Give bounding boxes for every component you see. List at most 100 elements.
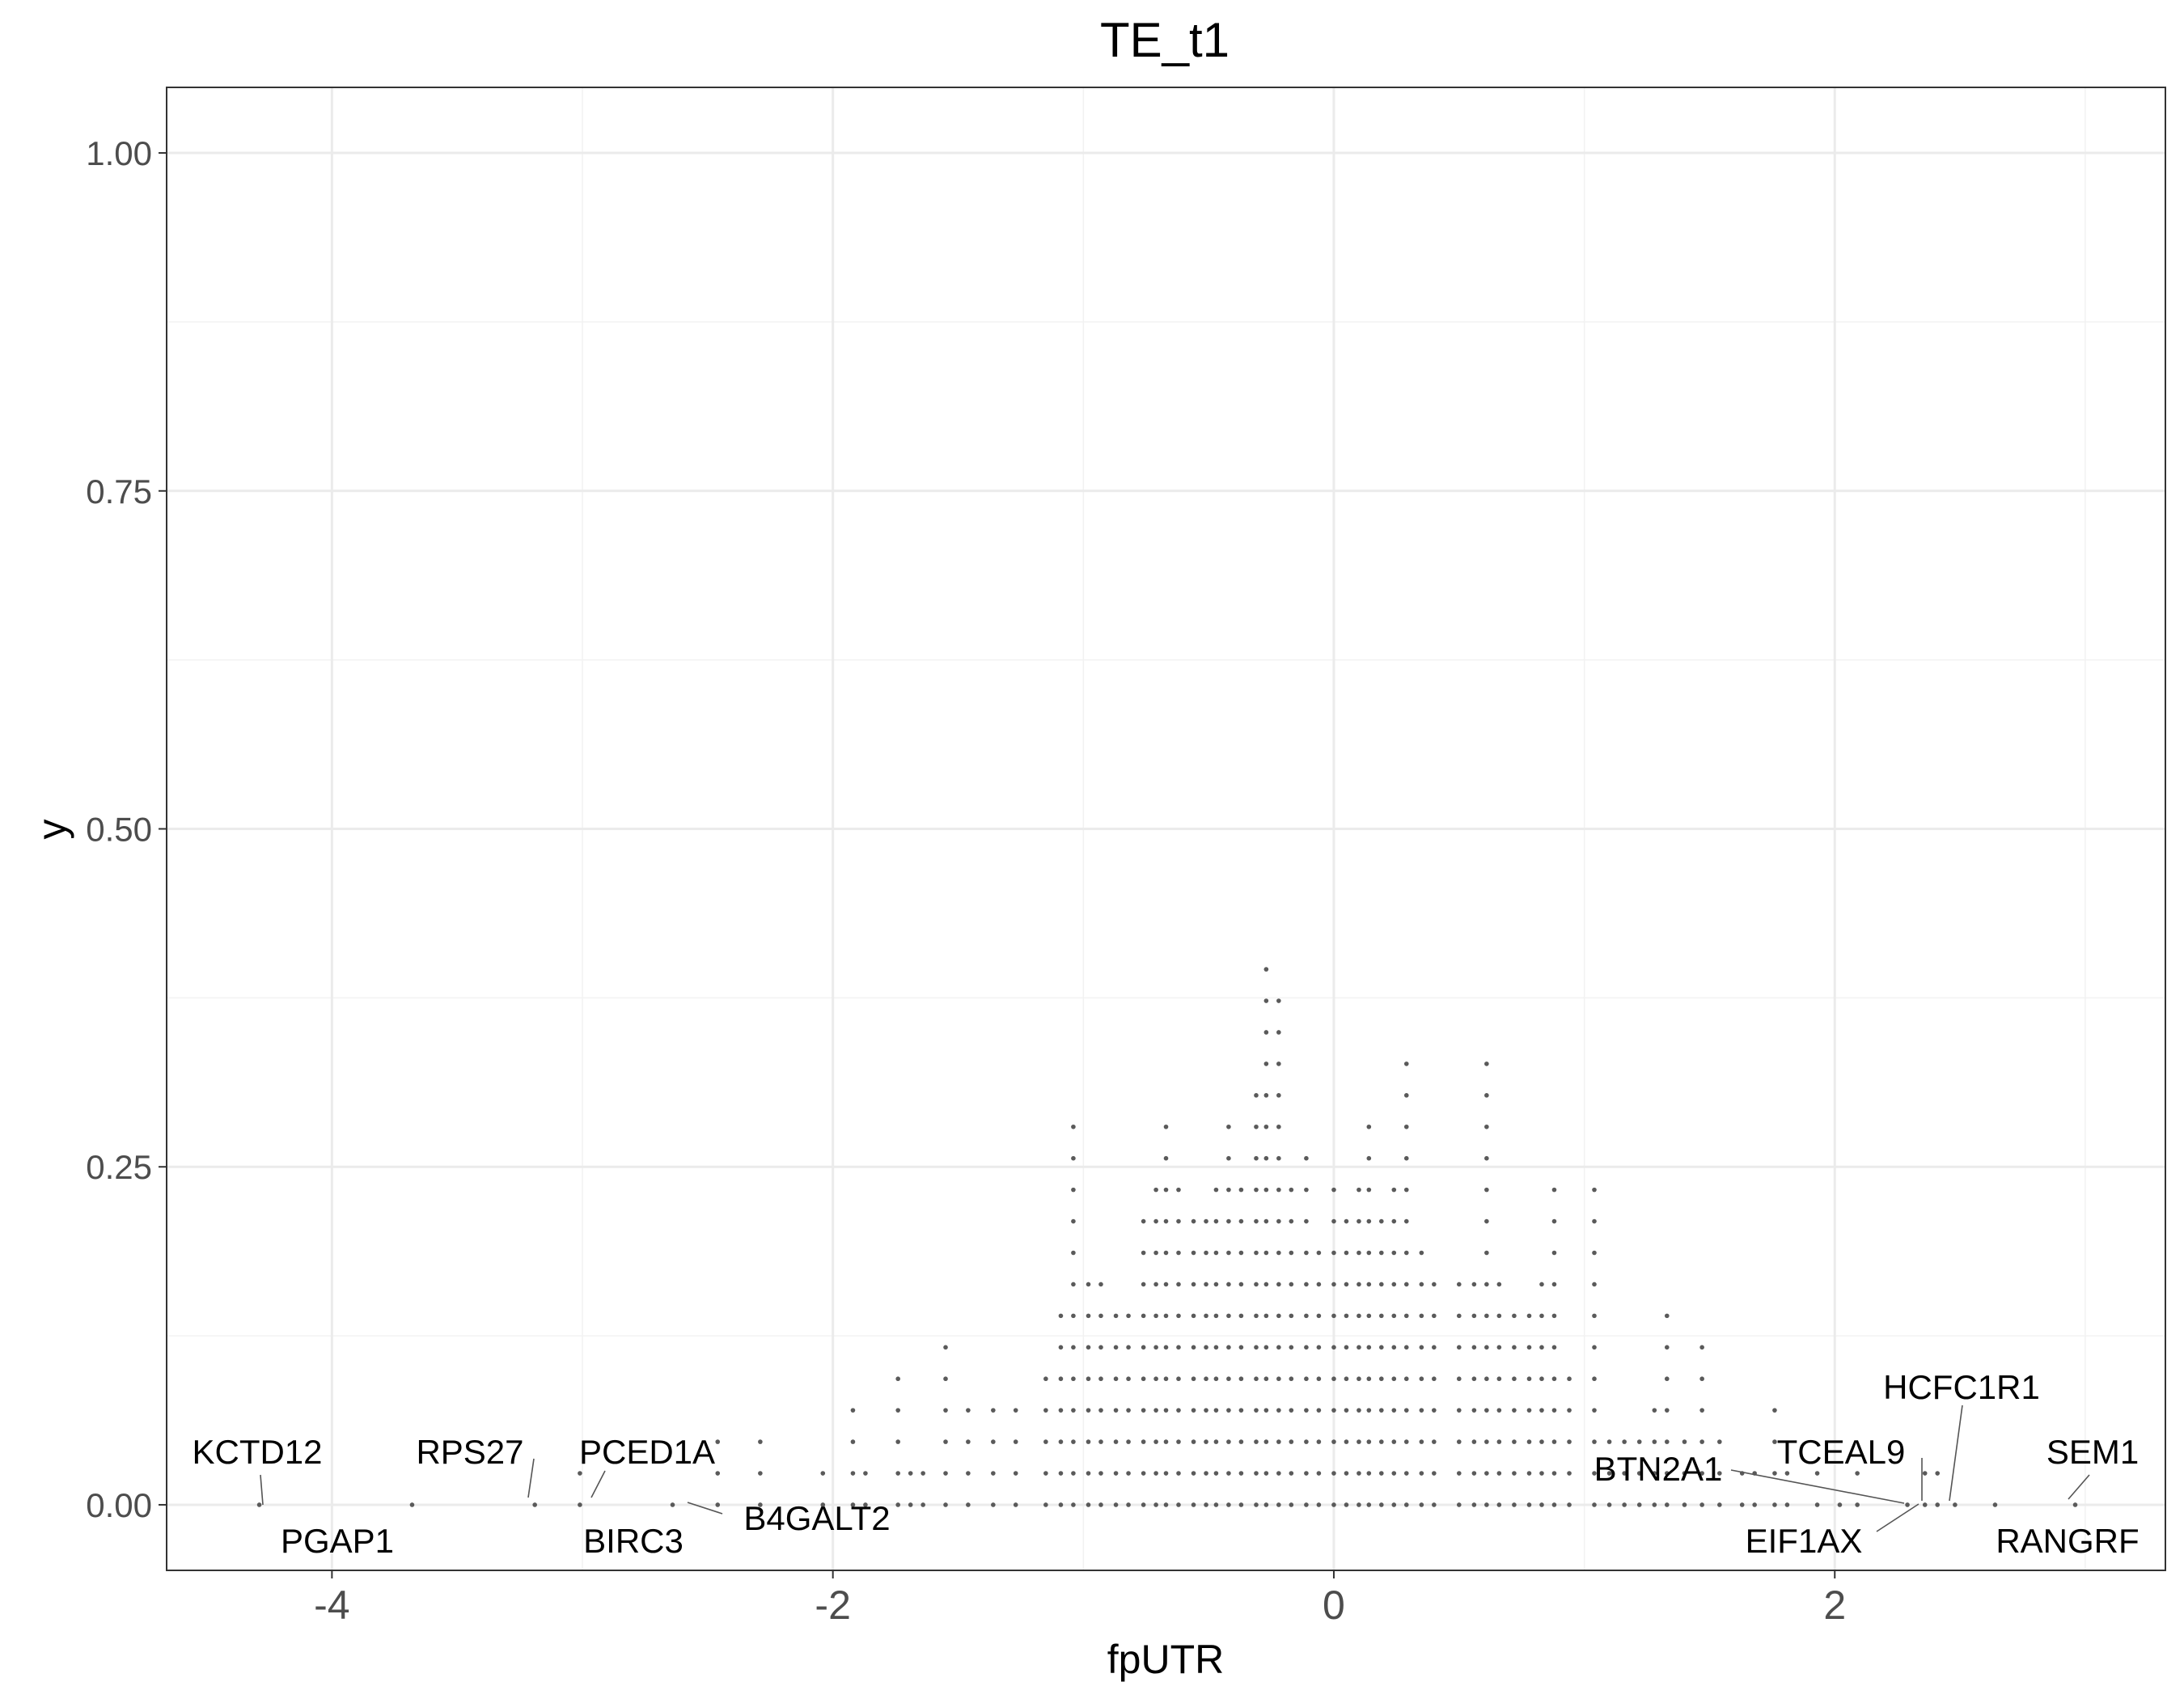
data-point (1191, 1313, 1196, 1319)
data-point (1391, 1218, 1397, 1224)
data-point (1484, 1376, 1489, 1382)
data-point (1163, 1282, 1169, 1287)
data-point (1276, 1061, 1281, 1066)
data-point (966, 1502, 971, 1507)
data-point (1086, 1376, 1091, 1382)
data-point (1526, 1345, 1532, 1350)
data-point (1276, 1250, 1281, 1256)
data-point (1592, 1313, 1597, 1319)
data-point (1213, 1471, 1219, 1476)
gene-label: BIRC3 (583, 1522, 684, 1560)
data-point (1331, 1439, 1336, 1444)
data-point (1071, 1155, 1076, 1161)
data-point (1071, 1471, 1076, 1476)
data-point (1141, 1439, 1146, 1444)
data-point (1226, 1376, 1231, 1382)
data-point (1238, 1439, 1244, 1444)
data-point (1551, 1250, 1557, 1256)
data-point (1013, 1502, 1018, 1507)
data-point (1238, 1313, 1244, 1319)
data-point (1512, 1376, 1517, 1382)
data-point (1141, 1408, 1146, 1413)
data-point (1922, 1502, 1928, 1507)
data-point (895, 1439, 900, 1444)
data-point (1289, 1345, 1294, 1350)
data-point (1254, 1187, 1259, 1193)
gene-label: RANGRF (1996, 1522, 2139, 1560)
data-point (863, 1502, 868, 1507)
data-point (1432, 1439, 1437, 1444)
data-point (966, 1408, 971, 1413)
data-point (758, 1439, 763, 1444)
data-point (1391, 1187, 1397, 1193)
data-point (1366, 1218, 1372, 1224)
data-point (1664, 1502, 1670, 1507)
data-point (1432, 1502, 1437, 1507)
data-point (1204, 1376, 1208, 1382)
data-point (1071, 1502, 1076, 1507)
data-point (921, 1471, 925, 1476)
data-point (1403, 1124, 1409, 1129)
data-point (1592, 1439, 1597, 1444)
data-point (1153, 1313, 1158, 1319)
data-point (1191, 1282, 1196, 1287)
data-point (1378, 1376, 1384, 1382)
data-point (1471, 1471, 1477, 1476)
data-point (1163, 1502, 1169, 1507)
data-point (1176, 1345, 1181, 1350)
gene-label: KCTD12 (192, 1433, 322, 1471)
data-point (1163, 1471, 1169, 1476)
data-point (1622, 1502, 1627, 1507)
data-point (1263, 967, 1269, 972)
data-point (1992, 1502, 1998, 1507)
data-point (1512, 1502, 1517, 1507)
data-point (1567, 1471, 1572, 1476)
data-point (1289, 1313, 1294, 1319)
data-point (1471, 1313, 1477, 1319)
data-point (1419, 1282, 1424, 1287)
data-point (1304, 1439, 1309, 1444)
data-point (1263, 1061, 1269, 1066)
data-point (1391, 1250, 1397, 1256)
data-point (1238, 1471, 1244, 1476)
data-point (1316, 1250, 1322, 1256)
data-point (1636, 1471, 1642, 1476)
data-point (1512, 1408, 1517, 1413)
data-point (1378, 1282, 1384, 1287)
data-point (1772, 1502, 1777, 1507)
data-point (1664, 1439, 1670, 1444)
data-point (1419, 1471, 1424, 1476)
data-point (1226, 1502, 1231, 1507)
data-point (1551, 1282, 1557, 1287)
data-point (1526, 1502, 1532, 1507)
data-point (1276, 998, 1281, 1003)
data-point (1344, 1250, 1349, 1256)
data-point (1204, 1345, 1208, 1350)
data-point (1289, 1218, 1294, 1224)
data-point (1238, 1376, 1244, 1382)
data-point (1526, 1408, 1532, 1413)
data-point (1226, 1250, 1231, 1256)
data-point (1331, 1250, 1336, 1256)
data-point (1254, 1345, 1259, 1350)
data-point (1254, 1282, 1259, 1287)
data-point (991, 1439, 996, 1444)
data-point (1344, 1408, 1349, 1413)
data-point (1276, 1030, 1281, 1035)
data-point (1403, 1376, 1409, 1382)
data-point (1419, 1313, 1424, 1319)
data-point (1153, 1471, 1158, 1476)
data-point (1213, 1313, 1219, 1319)
data-point (758, 1471, 763, 1476)
data-point (1664, 1345, 1670, 1350)
data-point (1086, 1345, 1091, 1350)
data-point (1378, 1439, 1384, 1444)
data-point (1163, 1124, 1169, 1129)
data-point (1276, 1093, 1281, 1098)
data-point (1772, 1439, 1777, 1444)
data-point (1456, 1471, 1462, 1476)
data-point (1539, 1376, 1544, 1382)
label-leader-lines (260, 1405, 2090, 1532)
data-point (1331, 1218, 1336, 1224)
